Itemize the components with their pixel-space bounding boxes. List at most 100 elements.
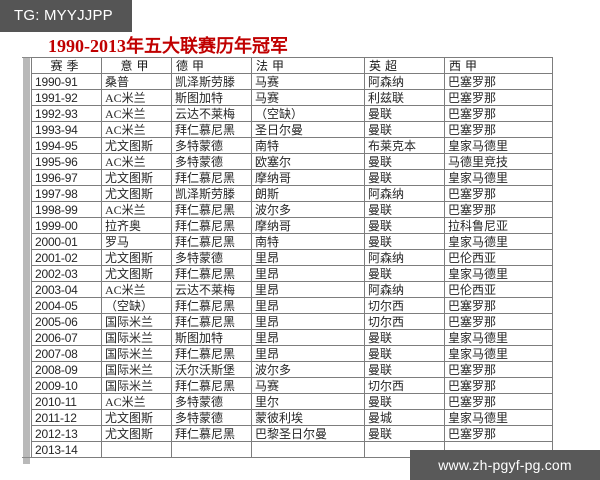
- cell-seriea: 桑普: [101, 73, 172, 90]
- cell-laliga: 巴塞罗那: [444, 297, 553, 314]
- cell-season: 2005-06: [31, 313, 102, 330]
- cell-bundesliga: 拜仁慕尼黑: [171, 377, 252, 394]
- cell-ligue1: 里昂: [251, 249, 365, 266]
- column-header-laliga: 西甲: [444, 57, 553, 74]
- cell-ligue1: 马赛: [251, 73, 365, 90]
- cell-laliga: 皇家马德里: [444, 345, 553, 362]
- cell-ligue1: 里昂: [251, 345, 365, 362]
- cell-ligue1: 摩纳哥: [251, 169, 365, 186]
- cell-premier: 曼城: [364, 409, 445, 426]
- cell-ligue1: 里昂: [251, 281, 365, 298]
- cell-bundesliga: 云达不莱梅: [171, 281, 252, 298]
- grid-bottom-gutter: [22, 458, 31, 464]
- cell-premier: 阿森纳: [364, 73, 445, 90]
- cell-seriea: [101, 441, 172, 458]
- cell-premier: 切尔西: [364, 297, 445, 314]
- watermark-label: www.zh-pgyf-pg.com: [410, 450, 600, 480]
- cell-season: 2001-02: [31, 249, 102, 266]
- cell-bundesliga: 凯泽斯劳滕: [171, 185, 252, 202]
- table-row: 2003-04 AC米兰 云达不莱梅 里昂 阿森纳 巴伦西亚: [31, 281, 553, 298]
- cell-laliga: 巴伦西亚: [444, 281, 553, 298]
- page-title: 1990-2013年五大联赛历年冠军: [48, 36, 288, 56]
- cell-seriea: 尤文图斯: [101, 169, 172, 186]
- table-row: 2001-02 尤文图斯 多特蒙德 里昂 阿森纳 巴伦西亚: [31, 249, 553, 266]
- table-row: 1995-96 AC米兰 多特蒙德 欧塞尔 曼联 马德里竞技: [31, 153, 553, 170]
- table-row: 2006-07 国际米兰 斯图加特 里昂 曼联 皇家马德里: [31, 329, 553, 346]
- cell-ligue1: 马赛: [251, 89, 365, 106]
- cell-laliga: 巴塞罗那: [444, 121, 553, 138]
- cell-ligue1: 南特: [251, 233, 365, 250]
- cell-ligue1: 波尔多: [251, 361, 365, 378]
- cell-seriea: AC米兰: [101, 121, 172, 138]
- cell-premier: 切尔西: [364, 377, 445, 394]
- table-row: 2008-09 国际米兰 沃尔沃斯堡 波尔多 曼联 巴塞罗那: [31, 361, 553, 378]
- cell-seriea: 国际米兰: [101, 313, 172, 330]
- cell-seriea: 国际米兰: [101, 345, 172, 362]
- cell-season: 2000-01: [31, 233, 102, 250]
- column-header-premier: 英超: [364, 57, 445, 74]
- cell-season: 1996-97: [31, 169, 102, 186]
- table-row: 1992-93 AC米兰 云达不莱梅 （空缺） 曼联 巴塞罗那: [31, 105, 553, 122]
- cell-ligue1: 圣日尔曼: [251, 121, 365, 138]
- cell-season: 2009-10: [31, 377, 102, 394]
- cell-seriea: AC米兰: [101, 153, 172, 170]
- cell-premier: 切尔西: [364, 313, 445, 330]
- cell-season: 1992-93: [31, 105, 102, 122]
- cell-ligue1: [251, 441, 365, 458]
- cell-premier: 曼联: [364, 169, 445, 186]
- cell-premier: 曼联: [364, 105, 445, 122]
- table-row: 1991-92 AC米兰 斯图加特 马赛 利兹联 巴塞罗那: [31, 89, 553, 106]
- cell-bundesliga: 多特蒙德: [171, 137, 252, 154]
- cell-season: 2003-04: [31, 281, 102, 298]
- cell-laliga: 巴塞罗那: [444, 313, 553, 330]
- cell-season: 1995-96: [31, 153, 102, 170]
- table-row: 2000-01 罗马 拜仁慕尼黑 南特 曼联 皇家马德里: [31, 233, 553, 250]
- cell-bundesliga: 拜仁慕尼黑: [171, 233, 252, 250]
- cell-season: 1998-99: [31, 201, 102, 218]
- cell-laliga: 巴塞罗那: [444, 73, 553, 90]
- cell-premier: 曼联: [364, 361, 445, 378]
- cell-premier: 布莱克本: [364, 137, 445, 154]
- table-body: 1990-91 桑普 凯泽斯劳滕 马赛 阿森纳 巴塞罗那 1991-92 AC米兰 斯图加特 马赛…: [31, 73, 553, 458]
- table-row: 1997-98 尤文图斯 凯泽斯劳滕 朗斯 阿森纳 巴塞罗那: [31, 185, 553, 202]
- cell-seriea: 尤文图斯: [101, 249, 172, 266]
- cell-season: 1994-95: [31, 137, 102, 154]
- cell-bundesliga: 拜仁慕尼黑: [171, 217, 252, 234]
- cell-bundesliga: 多特蒙德: [171, 393, 252, 410]
- cell-seriea: AC米兰: [101, 89, 172, 106]
- cell-ligue1: （空缺）: [251, 105, 365, 122]
- cell-ligue1: 南特: [251, 137, 365, 154]
- cell-season: 1997-98: [31, 185, 102, 202]
- table-row: 1996-97 尤文图斯 拜仁慕尼黑 摩纳哥 曼联 皇家马德里: [31, 169, 553, 186]
- cell-seriea: AC米兰: [101, 105, 172, 122]
- cell-ligue1: 里昂: [251, 297, 365, 314]
- table-row: 2005-06 国际米兰 拜仁慕尼黑 里昂 切尔西 巴塞罗那: [31, 313, 553, 330]
- cell-laliga: 皇家马德里: [444, 409, 553, 426]
- cell-season: 2011-12: [31, 409, 102, 426]
- cell-premier: 曼联: [364, 201, 445, 218]
- row-header-gutter: [22, 57, 31, 458]
- table-row: 2004-05 （空缺） 拜仁慕尼黑 里昂 切尔西 巴塞罗那: [31, 297, 553, 314]
- cell-seriea: 罗马: [101, 233, 172, 250]
- cell-laliga: 巴塞罗那: [444, 185, 553, 202]
- cell-bundesliga: 多特蒙德: [171, 153, 252, 170]
- cell-seriea: 国际米兰: [101, 377, 172, 394]
- cell-seriea: 尤文图斯: [101, 137, 172, 154]
- cell-bundesliga: 沃尔沃斯堡: [171, 361, 252, 378]
- cell-seriea: AC米兰: [101, 281, 172, 298]
- cell-bundesliga: 拜仁慕尼黑: [171, 121, 252, 138]
- column-header-seriea: 意甲: [101, 57, 172, 74]
- cell-seriea: 拉齐奥: [101, 217, 172, 234]
- cell-bundesliga: 斯图加特: [171, 89, 252, 106]
- table-row: 1993-94 AC米兰 拜仁慕尼黑 圣日尔曼 曼联 巴塞罗那: [31, 121, 553, 138]
- grid-wrapper: 赛季 意甲 德甲 法甲 英超 西甲 1990-91 桑普 凯泽斯劳滕 马赛 阿森纳 巴塞罗…: [22, 57, 553, 458]
- column-header-bundesliga: 德甲: [171, 57, 252, 74]
- table-row: 1999-00 拉齐奥 拜仁慕尼黑 摩纳哥 曼联 拉科鲁尼亚: [31, 217, 553, 234]
- table-header-row: 赛季 意甲 德甲 法甲 英超 西甲: [31, 57, 553, 74]
- cell-premier: 利兹联: [364, 89, 445, 106]
- cell-season: 1990-91: [31, 73, 102, 90]
- cell-laliga: 巴塞罗那: [444, 89, 553, 106]
- cell-seriea: 国际米兰: [101, 329, 172, 346]
- table-row: 1990-91 桑普 凯泽斯劳滕 马赛 阿森纳 巴塞罗那: [31, 73, 553, 90]
- cell-premier: 曼联: [364, 393, 445, 410]
